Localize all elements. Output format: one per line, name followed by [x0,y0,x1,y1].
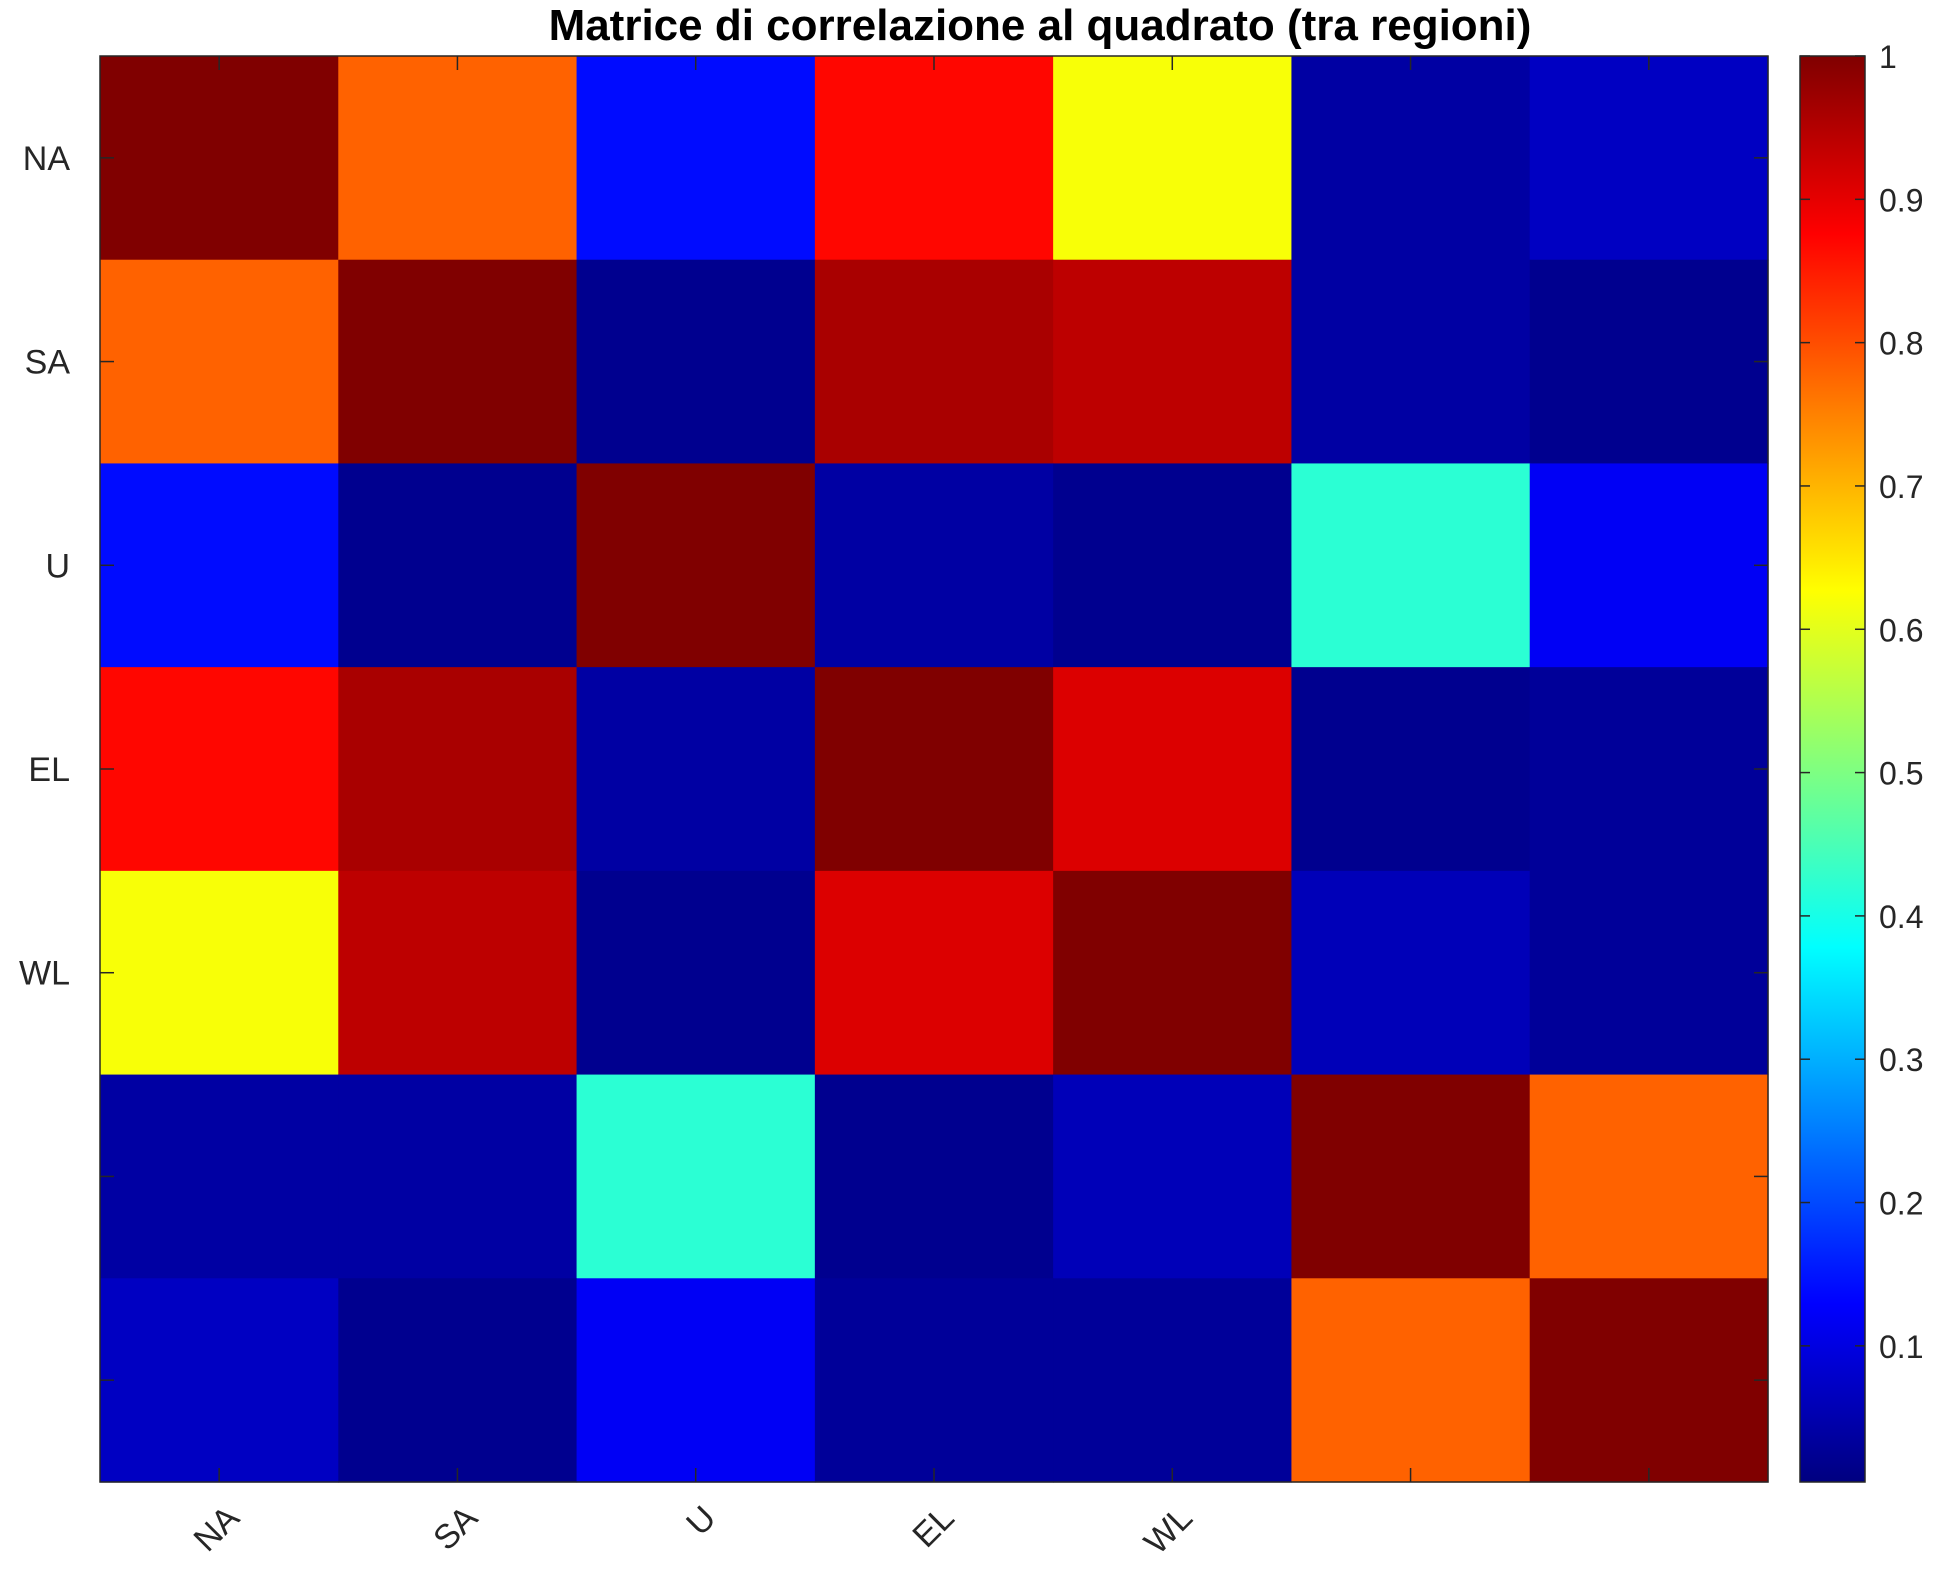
x-tick-label-3: EL [905,1499,961,1555]
colorbar-tick-label-7: 0.8 [1879,326,1923,362]
heatmap-cell-2-3 [814,463,1054,668]
heatmap-cell-5-1 [338,1074,578,1279]
heatmap-cell-5-3 [814,1074,1054,1279]
heatmap-cell-2-2 [576,463,816,668]
colorbar-tick-label-4: 0.5 [1879,756,1923,792]
heatmap-cell-4-5 [1291,870,1531,1076]
heatmap-cell-3-4 [1053,667,1293,872]
heatmap-cell-0-5 [1291,56,1531,261]
heatmap-cell-1-4 [1053,259,1293,465]
heatmap-cells [100,56,1769,1483]
heatmap-cell-2-4 [1053,463,1293,668]
heatmap-cell-3-5 [1291,667,1531,872]
heatmap-cell-6-2 [576,1278,816,1483]
x-tick-label-1: SA [426,1499,485,1558]
heatmap-cell-0-4 [1053,56,1293,261]
heatmap-cell-6-0 [100,1278,339,1483]
heatmap-cell-2-5 [1291,463,1531,668]
heatmap-cell-1-6 [1529,259,1769,465]
heatmap-cell-1-5 [1291,259,1531,465]
x-tick-label-4: WL [1137,1499,1200,1562]
colorbar-tick-label-9: 1 [1879,39,1897,75]
heatmap-cell-0-3 [814,56,1054,261]
heatmap-cell-3-1 [338,667,578,872]
heatmap-cell-6-6 [1529,1278,1769,1483]
heatmap-cell-2-6 [1529,463,1769,668]
heatmap-cell-3-2 [576,667,816,872]
colorbar-gradient [1799,55,1866,1483]
y-tick-labels: NA SA U EL WL [19,140,70,993]
heatmap-cell-6-5 [1291,1278,1531,1483]
colorbar-tick-label-2: 0.3 [1879,1042,1923,1078]
heatmap-cell-1-0 [100,259,339,465]
heatmap-cell-6-3 [814,1278,1054,1483]
colorbar-tick-label-1: 0.2 [1879,1186,1923,1222]
heatmap-cell-4-4 [1053,870,1293,1076]
heatmap-cell-5-0 [100,1074,339,1279]
x-tick-label-2: U [679,1499,723,1543]
colorbar: 0.1 0.2 0.3 0.4 0.5 0.6 0.7 0.8 0.9 1 [1799,39,1923,1483]
colorbar-tick-label-3: 0.4 [1879,899,1923,935]
heatmap-cell-2-1 [338,463,578,668]
colorbar-tick-label-0: 0.1 [1879,1329,1923,1365]
y-tick-label-3: EL [28,751,70,789]
y-tick-label-4: WL [19,955,70,993]
heatmap-cell-5-5 [1291,1074,1531,1279]
chart-title: Matrice di correlazione al quadrato (tra… [549,1,1532,50]
heatmap-cell-3-3 [814,667,1054,872]
y-tick-label-1: SA [25,344,71,382]
heatmap-cell-3-6 [1529,667,1769,872]
heatmap-cell-4-3 [814,870,1054,1076]
axis-ticks [100,56,1768,1482]
x-tick-label-0: NA [187,1499,247,1559]
heatmap-cell-4-6 [1529,870,1769,1076]
heatmap-cell-0-6 [1529,56,1769,261]
heatmap-cell-1-3 [814,259,1054,465]
colorbar-tick-label-5: 0.6 [1879,612,1923,648]
heatmap-cell-2-0 [100,463,339,668]
heatmap-cell-1-2 [576,259,816,465]
heatmap-cell-5-2 [576,1074,816,1279]
heatmap-cell-4-2 [576,870,816,1076]
heatmap-cell-5-6 [1529,1074,1769,1279]
heatmap-cell-6-1 [338,1278,578,1483]
heatmap-cell-0-0 [100,56,339,261]
heatmap-cell-4-0 [100,870,339,1076]
colorbar-tick-label-6: 0.7 [1879,469,1923,505]
heatmap-cell-0-2 [576,56,816,261]
colorbar-tick-label-8: 0.9 [1879,182,1923,218]
heatmap-cell-1-1 [338,259,578,465]
heatmap-cell-0-1 [338,56,578,261]
heatmap-cell-3-0 [100,667,339,872]
heatmap-cell-6-4 [1053,1278,1293,1483]
heatmap-cell-4-1 [338,870,578,1076]
y-tick-label-0: NA [23,140,71,178]
x-tick-labels: NA SA U EL WL [187,1499,1200,1562]
y-tick-label-2: U [45,547,70,585]
heatmap-cell-5-4 [1053,1074,1293,1279]
